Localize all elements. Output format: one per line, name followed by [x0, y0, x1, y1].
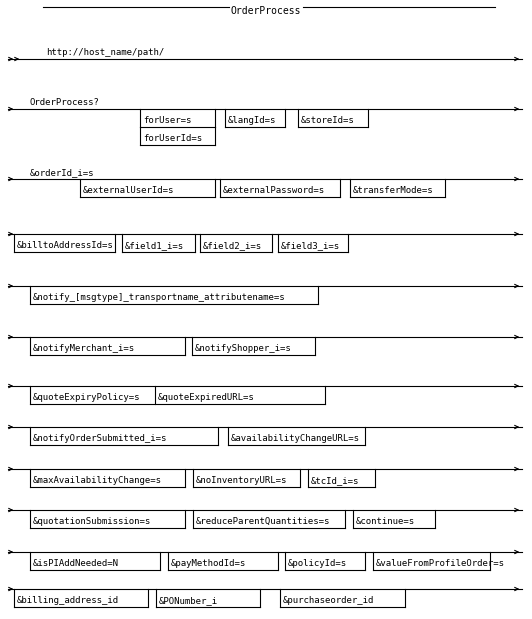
- Text: &externalPassword=s: &externalPassword=s: [223, 186, 325, 195]
- Text: &isPIAddNeeded=N: &isPIAddNeeded=N: [33, 559, 119, 568]
- Text: &langId=s: &langId=s: [228, 116, 277, 125]
- Text: forUserId=s: forUserId=s: [143, 134, 202, 143]
- Text: &policyId=s: &policyId=s: [288, 559, 347, 568]
- Text: &billtoAddressId=s: &billtoAddressId=s: [17, 241, 114, 250]
- Text: &noInventoryURL=s: &noInventoryURL=s: [196, 476, 287, 485]
- Text: &transferMode=s: &transferMode=s: [353, 186, 434, 195]
- Text: &storeId=s: &storeId=s: [301, 116, 355, 125]
- Text: forUser=s: forUser=s: [143, 116, 192, 125]
- Text: &payMethodId=s: &payMethodId=s: [171, 559, 246, 568]
- Text: &maxAvailabilityChange=s: &maxAvailabilityChange=s: [33, 476, 162, 485]
- Text: OrderProcess: OrderProcess: [231, 6, 301, 16]
- Text: OrderProcess?: OrderProcess?: [30, 98, 100, 107]
- Text: &PONumber_i: &PONumber_i: [159, 596, 218, 605]
- Text: &quotationSubmission=s: &quotationSubmission=s: [33, 517, 151, 526]
- Text: &reduceParentQuantities=s: &reduceParentQuantities=s: [196, 517, 330, 526]
- Text: &notifyShopper_i=s: &notifyShopper_i=s: [195, 344, 292, 353]
- Text: &quoteExpiryPolicy=s: &quoteExpiryPolicy=s: [33, 393, 140, 402]
- Text: &notify_[msgtype]_transportname_attributename=s: &notify_[msgtype]_transportname_attribut…: [33, 293, 286, 302]
- Text: &field2_i=s: &field2_i=s: [203, 241, 262, 250]
- Text: &field3_i=s: &field3_i=s: [281, 241, 340, 250]
- Text: &orderId_i=s: &orderId_i=s: [30, 168, 95, 177]
- Text: &quoteExpiredURL=s: &quoteExpiredURL=s: [158, 393, 255, 402]
- Text: &field1_i=s: &field1_i=s: [125, 241, 184, 250]
- Text: &billing_address_id: &billing_address_id: [17, 596, 119, 605]
- Text: &purchaseorder_id: &purchaseorder_id: [283, 596, 375, 605]
- Text: &notifyOrderSubmitted_i=s: &notifyOrderSubmitted_i=s: [33, 434, 168, 443]
- Text: http://host_name/path/: http://host_name/path/: [46, 48, 164, 57]
- Text: &externalUserId=s: &externalUserId=s: [83, 186, 174, 195]
- Text: &valueFromProfileOrder=s: &valueFromProfileOrder=s: [376, 559, 505, 568]
- Text: &notifyMerchant_i=s: &notifyMerchant_i=s: [33, 344, 135, 353]
- Text: &availabilityChangeURL=s: &availabilityChangeURL=s: [231, 434, 360, 443]
- Text: &continue=s: &continue=s: [356, 517, 415, 526]
- Text: &tcId_i=s: &tcId_i=s: [311, 476, 360, 485]
